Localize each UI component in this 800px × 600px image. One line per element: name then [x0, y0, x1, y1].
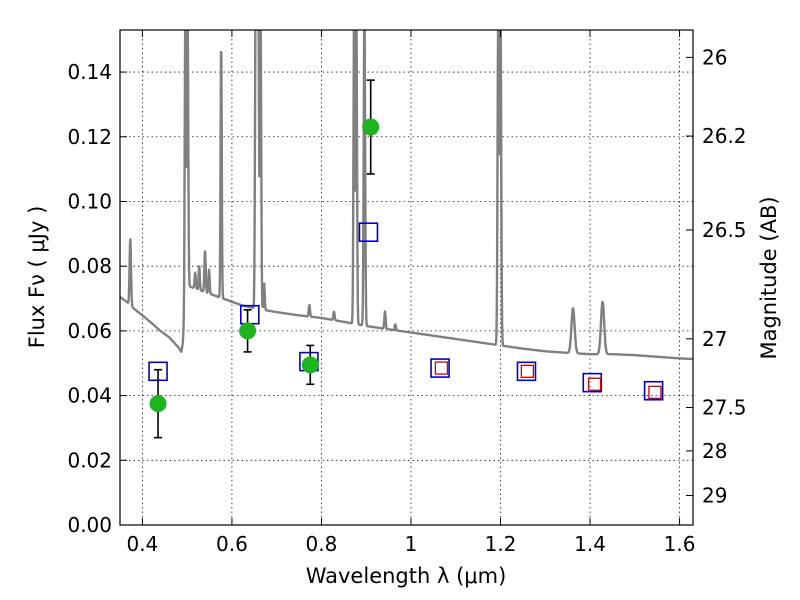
x-axis-title: Wavelength λ (μm) — [306, 564, 507, 588]
y2-tick-label: 27.5 — [702, 396, 747, 420]
model-square-inner — [434, 361, 449, 375]
x-tick-label: 1 — [405, 532, 418, 556]
x-tick-label: 0.4 — [126, 532, 158, 556]
tick-labels: 0.4 0.6 0.8 1 1.2 1.4 1.6 0.00 0.02 0.04 0.06 0.08 0… — [67, 45, 746, 556]
model-square — [582, 372, 603, 393]
model-square — [358, 222, 379, 243]
y-tick-label: 0.14 — [67, 60, 112, 84]
observed-point — [149, 395, 167, 413]
x-tick-label: 0.8 — [306, 532, 338, 556]
model-square — [516, 361, 537, 382]
y2-tick-label: 26.5 — [702, 218, 747, 242]
observed-points — [149, 79, 380, 439]
axis-ticks — [120, 30, 693, 526]
x-tick-label: 0.6 — [216, 532, 248, 556]
model-square — [643, 380, 664, 401]
y-tick-label: 0.10 — [67, 189, 112, 213]
plot-frame — [119, 29, 694, 526]
y2-tick-label: 26 — [702, 45, 727, 69]
grid — [120, 30, 693, 526]
y2-tick-label: 26.2 — [702, 124, 747, 148]
spectrum-line — [120, 30, 693, 361]
x-tick-label: 1.4 — [574, 532, 606, 556]
y-tick-label: 0.04 — [67, 384, 112, 408]
y2-tick-label: 27 — [702, 327, 727, 351]
y-tick-label: 0.00 — [67, 513, 112, 537]
y-tick-label: 0.08 — [67, 254, 112, 278]
y2-axis-title: Magnitude (AB) — [757, 196, 781, 359]
y2-tick-label: 29 — [702, 483, 727, 507]
y-tick-label: 0.12 — [67, 125, 112, 149]
model-square — [430, 358, 450, 378]
x-tick-label: 1.6 — [664, 532, 696, 556]
x-tick-label: 1.2 — [485, 532, 517, 556]
y-tick-label: 0.02 — [67, 448, 112, 472]
y-tick-label: 0.06 — [67, 319, 112, 343]
observed-point — [362, 118, 380, 136]
model-square-inner — [587, 377, 602, 391]
y2-tick-label: 28 — [702, 439, 727, 463]
observed-point — [301, 356, 319, 374]
model-square-inner — [648, 385, 662, 400]
observed-point — [239, 322, 257, 340]
y-axis-title: Flux Fν ( μJy ) — [25, 206, 49, 349]
model-spectrum — [120, 30, 693, 361]
model-square-inner — [520, 364, 535, 378]
